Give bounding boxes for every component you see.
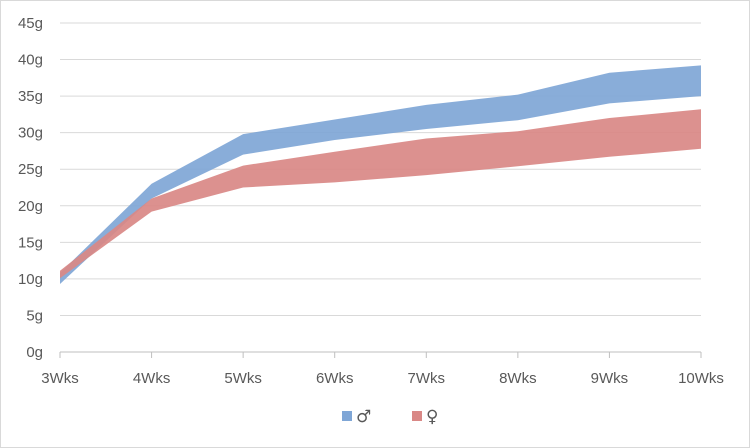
- x-tick-label: 3Wks: [41, 370, 79, 387]
- y-axis-tick-labels: 0g 5g 10g 15g 20g 25g 30g 35g 40g 45g: [18, 15, 43, 361]
- legend-item-1: ♀: [412, 407, 438, 427]
- y-tick-label: 15g: [18, 234, 43, 251]
- legend-label: ♀: [426, 407, 438, 427]
- x-tick-label: 9Wks: [591, 370, 629, 387]
- y-tick-label: 35g: [18, 88, 43, 105]
- legend: ♂ ♀: [342, 407, 438, 427]
- y-tick-label: 40g: [18, 52, 43, 69]
- x-tick-label: 6Wks: [316, 370, 354, 387]
- y-tick-label: 20g: [18, 198, 43, 215]
- x-tick-label: 5Wks: [224, 370, 262, 387]
- y-tick-label: 10g: [18, 271, 43, 288]
- y-tick-label: 30g: [18, 125, 43, 142]
- axes: [59, 351, 702, 358]
- y-tick-label: 0g: [26, 344, 43, 361]
- series-band-0: [60, 65, 701, 285]
- y-tick-label: 25g: [18, 161, 43, 178]
- series-band-1: [60, 109, 701, 279]
- x-axis-tick-labels: 3Wks 4Wks 5Wks 6Wks 7Wks 8Wks 9Wks 10Wks: [41, 370, 724, 387]
- series-bands: [60, 65, 701, 285]
- y-tick-label: 45g: [18, 15, 43, 32]
- y-tick-label: 5g: [26, 307, 43, 324]
- legend-item-0: ♂: [342, 407, 371, 427]
- legend-swatch: [342, 411, 352, 421]
- legend-label: ♂: [356, 407, 371, 427]
- x-tick-label: 7Wks: [408, 370, 446, 387]
- legend-swatch: [412, 411, 422, 421]
- x-tick-label: 4Wks: [133, 370, 171, 387]
- x-tick-label: 8Wks: [499, 370, 537, 387]
- x-tick-label: 10Wks: [678, 370, 724, 387]
